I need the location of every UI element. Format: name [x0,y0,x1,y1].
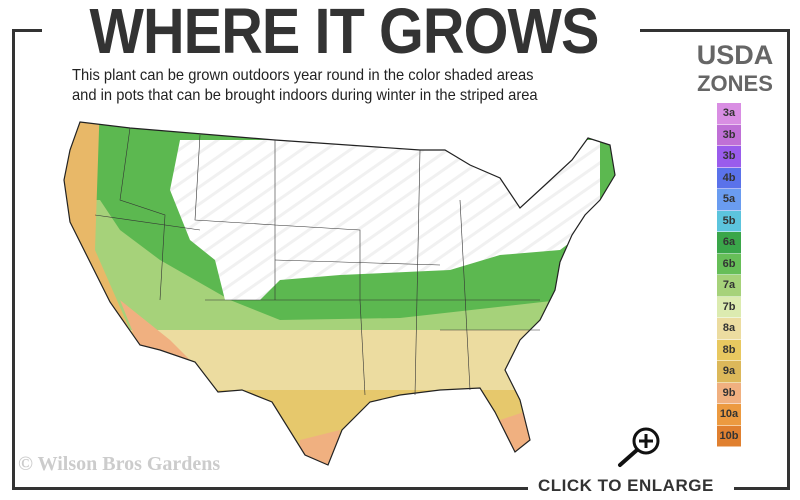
legend-zone-9a: 9a [717,361,741,383]
legend-title: USDA ZONES [680,40,790,97]
legend-zone-3b: 3b [717,146,741,168]
legend-title-usda: USDA [696,40,774,70]
legend-title-zones: ZONES [697,71,773,96]
frame-left [12,29,15,490]
legend-zone-6b: 6b [717,253,741,275]
zone-8a-area [64,330,615,390]
zone-9b-area [120,300,200,370]
frame-bottom-left [12,487,528,490]
click-to-enlarge-button[interactable]: CLICK TO ENLARGE [538,476,714,496]
frame-bottom-right [734,487,790,490]
legend-zone-5a: 5a [717,189,741,211]
frame-right [787,29,790,490]
us-outline [63,121,616,466]
legend-zone-8a: 8a [717,318,741,340]
legend-zone-6a: 6a [717,232,741,254]
legend-zone-8b: 8b [717,339,741,361]
subtitle-line-1: This plant can be grown outdoors year ro… [72,67,534,84]
us-zone-map[interactable] [0,0,700,500]
zone-legend: 3a 3b 3b 4b 5a 5b 6a 6b 7a 7b 8a 8b 9a 9b 10a 10b [717,103,741,447]
legend-zone-3b: 3b [717,124,741,146]
legend-zone-3a: 3a [717,103,741,125]
frame-top-right [640,29,790,32]
legend-zone-5b: 5b [717,210,741,232]
subtitle-line-2: and in pots that can be brought indoors … [72,87,538,104]
state-borders [94,127,540,396]
legend-zone-7a: 7a [717,275,741,297]
magnifier-plus-icon[interactable] [610,425,666,469]
legend-zone-10a: 10a [717,404,741,426]
frame-top-left [12,29,42,32]
west-coast-area [64,122,170,400]
copyright-watermark: © Wilson Bros Gardens [18,453,221,475]
legend-zone-10b: 10b [717,425,741,447]
legend-zone-7b: 7b [717,296,741,318]
legend-zone-4b: 4b [717,167,741,189]
page-title: WHERE IT GROWS [89,0,600,67]
legend-zone-9b: 9b [717,382,741,404]
